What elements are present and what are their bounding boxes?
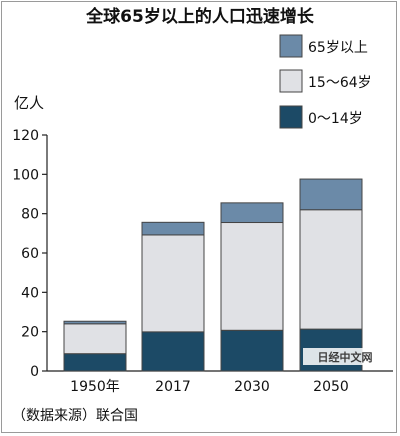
y-tick-label: 40 [21,285,39,301]
y-axis-label: 亿人 [14,94,44,112]
bar-segment [220,202,284,224]
bar-segment [220,222,284,331]
legend-label: 0～14岁 [308,111,363,127]
watermark-text: 日经中文网 [318,350,373,364]
bar-segment [220,329,284,372]
legend-label: 65岁以上 [308,40,368,56]
x-tick-label: 2030 [234,379,270,395]
bar-segment [63,323,127,355]
bar-segment [141,234,205,333]
y-tick-label: 20 [21,325,39,341]
watermark-logo: 日经中文网 [303,348,387,365]
bar-segment [299,209,363,330]
legend-swatch [279,105,303,129]
y-tick-label: 100 [12,167,39,183]
source-note: （数据来源）联合国 [12,408,138,424]
y-tick-label: 120 [12,128,39,144]
chart-title: 全球65岁以上的人口迅速增长 [85,6,315,27]
bar-segment [63,320,127,325]
legend-swatch [279,34,303,58]
x-tick-label: 2017 [155,379,191,395]
y-tick-label: 60 [21,246,39,262]
y-tick-label: 0 [30,364,39,380]
x-tick-label: 2050 [313,379,349,395]
bar-segment [141,221,205,236]
x-tick-label: 1950年 [70,379,120,395]
legend-label: 15～64岁 [308,75,372,91]
bar-segment [141,331,205,372]
bar-segment [63,353,127,372]
y-tick-label: 80 [21,207,39,223]
bar-segment [299,178,363,211]
legend-swatch [279,69,303,93]
